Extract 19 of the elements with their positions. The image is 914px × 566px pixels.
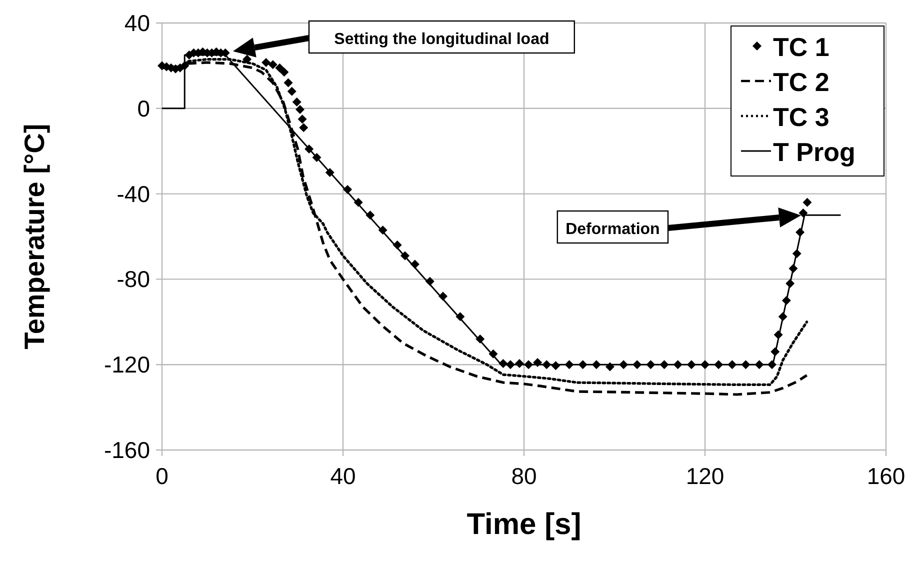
annotation: Deformation xyxy=(566,221,660,238)
x-tick-label: 0 xyxy=(156,463,168,489)
legend-label: TC 3 xyxy=(773,102,830,132)
legend-label: TC 1 xyxy=(773,32,830,62)
y-tick-label: -160 xyxy=(104,437,150,463)
legend-label: T Prog xyxy=(773,137,856,167)
y-tick-label: -80 xyxy=(116,266,150,292)
y-tick-label: 0 xyxy=(137,95,150,122)
y-tick-label: 40 xyxy=(124,10,150,36)
x-tick-label: 160 xyxy=(866,463,906,489)
x-tick-label: 40 xyxy=(330,463,356,489)
y-tick-label: -120 xyxy=(104,352,150,378)
legend-label: TC 2 xyxy=(773,67,830,97)
x-tick-label: 120 xyxy=(686,463,724,489)
y-axis-title: Temperature [°C] xyxy=(19,124,50,350)
x-axis-title: Time [s] xyxy=(466,508,582,541)
annotation: Setting the longitudinal load xyxy=(334,31,550,48)
x-tick-label: 80 xyxy=(511,463,537,489)
y-tick-label: -40 xyxy=(116,180,150,207)
